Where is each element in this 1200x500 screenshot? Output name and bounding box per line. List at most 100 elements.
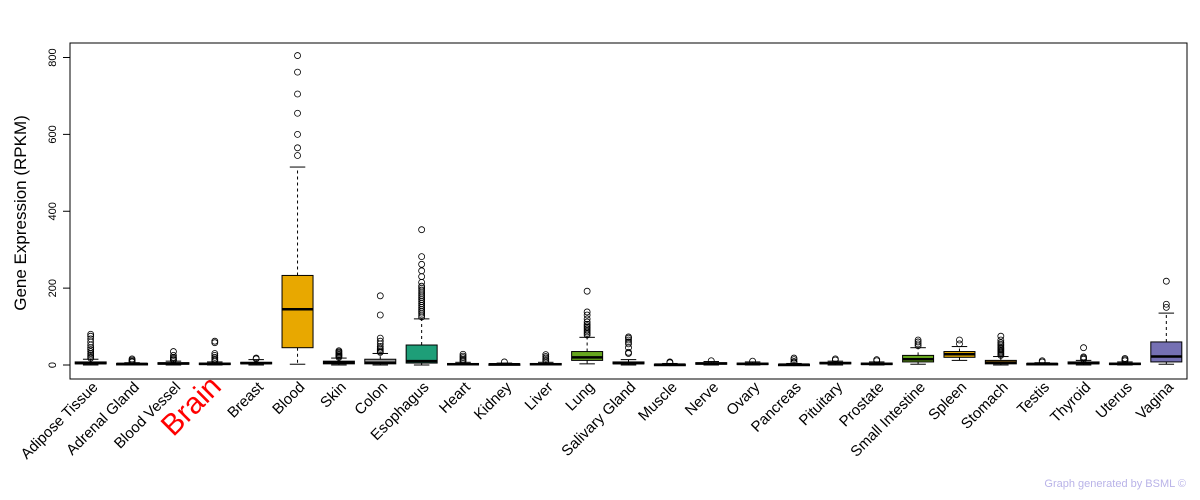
outlier-point [211,337,219,345]
x-tick-label: Breast [224,378,267,421]
outlier-point [418,226,426,234]
outlier-point [583,320,591,328]
outlier-point [418,282,426,290]
box-series [74,52,1183,367]
x-tick-label: Adrenal Gland [63,379,143,459]
outlier-point [997,336,1005,344]
outlier-point [376,343,384,350]
outlier-point [956,336,963,344]
x-tick-label: Nerve [682,379,722,419]
outlier-point [583,315,591,323]
outlier-point [294,90,301,98]
outlier-point [87,348,95,355]
outlier-point [583,318,591,326]
outlier-point [873,356,881,364]
box-adrenal-gland [116,355,149,366]
x-tick-label: Testis [1014,379,1053,418]
y-tick-label: 400 [47,202,59,220]
outlier-point [1080,353,1087,361]
outlier-point [542,353,550,360]
outlier-point [625,348,632,356]
outlier-point [294,152,301,159]
outlier-point [1121,355,1129,362]
outlier-point [170,351,177,359]
outlier-point [418,273,426,280]
box-ovary [736,357,769,366]
x-tick-label: Uterus [1093,379,1136,422]
outlier-point [914,336,922,344]
box-muscle [653,358,686,367]
outlier-point [997,332,1005,340]
outlier-point [542,351,550,359]
outlier-point [583,308,591,316]
outlier-point [459,350,467,358]
outlier-point [418,267,426,275]
outlier-point [459,352,467,360]
box-adipose-tissue [74,330,107,366]
outlier-point [294,130,301,138]
outlier-point [666,358,674,366]
outlier-point [294,109,301,117]
box-iqr [281,274,314,349]
outlier-point [128,355,136,363]
y-axis: 0 200 400 600 800 [47,48,71,368]
outlier-point [418,260,426,268]
outlier-point [790,354,798,362]
x-tick-label: Vagina [1133,378,1178,423]
outlier-point [583,287,591,295]
outlier-point [997,339,1005,347]
outlier-point [1162,277,1170,285]
box-spleen [943,336,976,361]
box-lung [571,287,604,365]
box-uterus [1108,355,1141,366]
y-tick-label: 600 [47,125,59,143]
outlier-point [376,334,384,342]
plot-frame [69,42,1188,380]
outlier-point [87,332,95,340]
box-heart [447,350,480,366]
outlier-point [583,311,591,319]
box-breast [240,354,273,366]
outlier-point [294,52,301,59]
box-colon [364,292,397,366]
x-tick-label: Salivary Gland [558,379,639,460]
outlier-point [418,278,426,286]
outlier-point [749,357,757,365]
outlier-point [707,357,715,365]
outlier-point [211,351,219,359]
box-iqr [571,351,604,361]
box-vagina [1150,277,1183,365]
box-iqr [1150,341,1183,363]
outlier-point [335,347,343,355]
x-tick-label: Blood [269,379,308,418]
outlier-point [294,68,301,76]
outlier-point [252,354,260,362]
outlier-point [500,358,508,366]
box-iqr [405,344,438,364]
x-tick-label: Kidney [471,378,516,423]
outlier-point [418,286,426,294]
outlier-point [294,144,301,152]
outlier-point [831,355,839,363]
y-tick-label: 0 [47,362,59,368]
outlier-point [211,353,219,361]
outlier-point [625,336,632,344]
x-tick-label: Muscle [635,379,681,425]
outlier-point [1162,303,1170,311]
outlier-point [376,292,384,300]
box-brain [198,337,231,366]
y-tick-label: 800 [47,48,59,66]
box-liver [529,351,562,366]
outlier-point [1080,344,1087,352]
outlier-point [418,253,426,261]
x-tick-label: Heart [436,378,475,417]
box-pancreas [777,354,810,367]
outlier-point [376,337,384,345]
x-tick-label: Skin [317,379,350,412]
x-tick-label: Small Intestine [847,379,929,461]
outlier-point [376,311,384,319]
outlier-point [914,340,922,348]
x-tick-label: Lung [562,379,598,415]
